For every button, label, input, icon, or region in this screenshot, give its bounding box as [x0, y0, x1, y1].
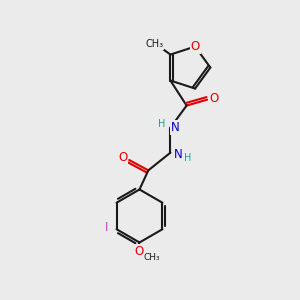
Text: O: O [190, 40, 200, 53]
Text: O: O [118, 151, 127, 164]
Text: H: H [158, 119, 166, 129]
Text: O: O [135, 245, 144, 258]
Text: O: O [209, 92, 218, 105]
Text: CH₃: CH₃ [143, 253, 160, 262]
Text: I: I [105, 221, 108, 234]
Text: N: N [173, 148, 182, 160]
Text: CH₃: CH₃ [146, 39, 164, 49]
Text: N: N [171, 121, 180, 134]
Text: H: H [184, 153, 192, 163]
